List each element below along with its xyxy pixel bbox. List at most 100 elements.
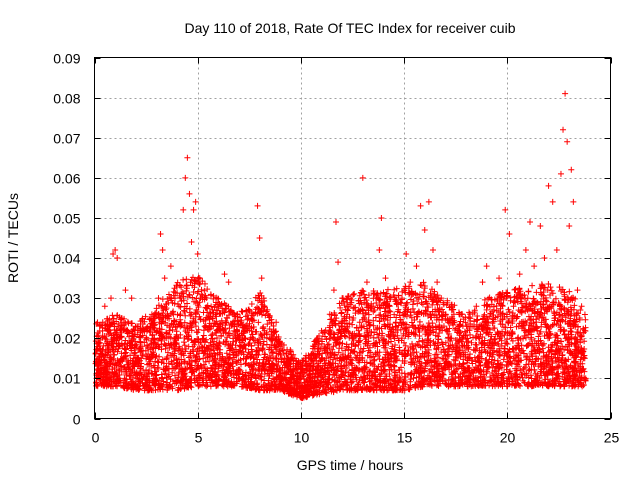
data-point (350, 315, 357, 322)
data-point (378, 370, 385, 377)
data-point (401, 347, 408, 354)
data-point (375, 334, 382, 341)
data-point (153, 305, 160, 312)
data-point (407, 376, 414, 383)
data-point (194, 329, 201, 336)
data-point (500, 356, 507, 363)
data-point (338, 309, 345, 316)
data-point (371, 291, 378, 298)
data-point (440, 323, 447, 330)
data-point (515, 363, 522, 370)
data-point (462, 319, 469, 326)
data-point (420, 279, 427, 286)
data-point (355, 338, 362, 345)
data-point (352, 310, 359, 317)
data-point (371, 356, 378, 363)
data-point (446, 345, 453, 352)
data-point (348, 296, 355, 303)
data-point (524, 353, 531, 360)
data-point (559, 362, 566, 369)
data-point (506, 369, 513, 376)
data-point (529, 282, 536, 289)
data-point (435, 308, 442, 315)
data-point (135, 377, 142, 384)
data-point (376, 339, 383, 346)
data-point (193, 295, 200, 302)
data-point (183, 276, 190, 283)
data-point (507, 324, 514, 331)
data-point (281, 342, 288, 349)
data-point (192, 323, 199, 330)
data-point (415, 358, 422, 365)
data-point (155, 359, 162, 366)
data-point (525, 288, 532, 295)
data-point (322, 389, 329, 396)
data-point (543, 298, 550, 305)
data-point (412, 290, 419, 297)
data-point (523, 361, 530, 368)
data-point (177, 311, 184, 318)
data-point (455, 374, 462, 381)
data-point (183, 287, 190, 294)
data-point (436, 330, 443, 337)
data-point (248, 301, 255, 308)
data-point (537, 328, 544, 335)
data-point (381, 308, 388, 315)
data-point (418, 299, 425, 306)
data-point (539, 345, 546, 352)
data-point (349, 321, 356, 328)
data-point (533, 373, 540, 380)
data-point (159, 310, 166, 317)
data-point (381, 316, 388, 323)
data-point (181, 342, 188, 349)
data-point (547, 291, 554, 298)
data-point (196, 281, 203, 288)
chart-title: Day 110 of 2018, Rate Of TEC Index for r… (185, 20, 516, 36)
data-point (582, 316, 589, 323)
data-point (264, 321, 271, 328)
data-point (255, 319, 262, 326)
data-point (416, 291, 423, 298)
data-point (372, 314, 379, 321)
data-points (92, 90, 589, 402)
data-point (201, 280, 208, 287)
data-point (226, 325, 233, 332)
data-point (495, 330, 502, 337)
data-point (239, 370, 246, 377)
data-point (200, 355, 207, 362)
data-point (581, 311, 588, 318)
data-point (180, 339, 187, 346)
data-point (342, 347, 349, 354)
data-point (461, 328, 468, 335)
data-point (208, 303, 215, 310)
data-point (239, 308, 246, 315)
data-point (399, 288, 406, 295)
data-point (425, 320, 432, 327)
data-point (432, 351, 439, 358)
data-point (144, 353, 151, 360)
data-point (524, 295, 531, 302)
data-point (518, 296, 525, 303)
data-point (237, 314, 244, 321)
data-point (548, 287, 555, 294)
data-point (435, 336, 442, 343)
data-point (527, 317, 534, 324)
data-point (183, 282, 190, 289)
data-point (485, 295, 492, 302)
data-point (180, 276, 187, 283)
data-point (398, 300, 405, 307)
data-point (552, 295, 559, 302)
data-point (488, 333, 495, 340)
data-point (187, 312, 194, 319)
data-point (351, 290, 358, 297)
data-point (349, 291, 356, 298)
data-point (417, 282, 424, 289)
data-point (414, 300, 421, 307)
data-point (238, 308, 245, 315)
data-point (144, 342, 151, 349)
data-point (451, 362, 458, 369)
data-point (223, 350, 230, 357)
data-point (397, 316, 404, 323)
data-point (475, 353, 482, 360)
